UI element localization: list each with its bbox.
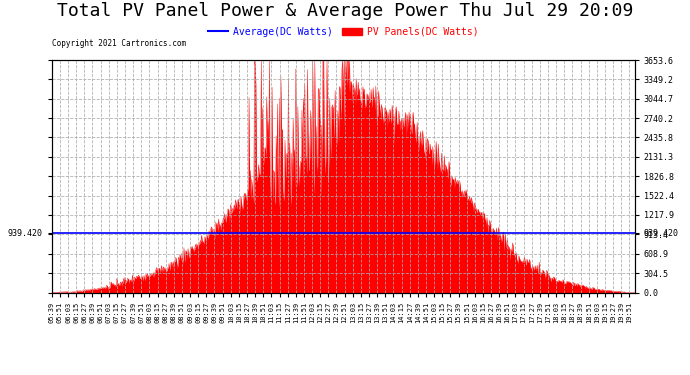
- Text: Total PV Panel Power & Average Power Thu Jul 29 20:09: Total PV Panel Power & Average Power Thu…: [57, 2, 633, 20]
- Legend: Average(DC Watts), PV Panels(DC Watts): Average(DC Watts), PV Panels(DC Watts): [204, 23, 482, 41]
- Text: Copyright 2021 Cartronics.com: Copyright 2021 Cartronics.com: [52, 39, 186, 48]
